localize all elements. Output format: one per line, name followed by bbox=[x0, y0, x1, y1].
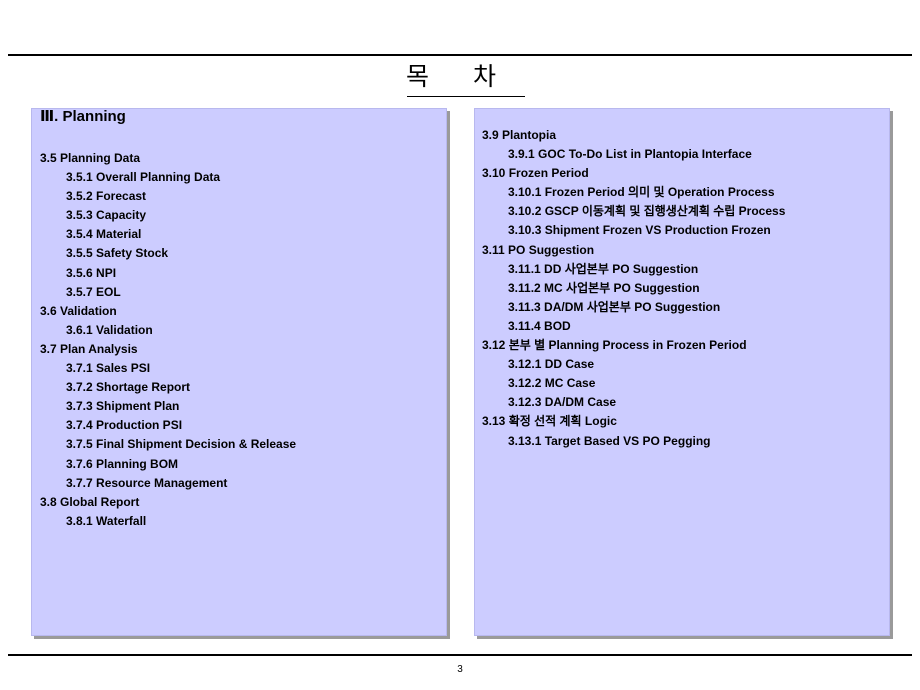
toc-subitem: 3.11.2 MC 사업본부 PO Suggestion bbox=[508, 280, 700, 295]
toc-subitem: 3.5.5 Safety Stock bbox=[66, 246, 169, 261]
toc-item: 3.13 확정 선적 계획 Logic bbox=[482, 414, 617, 429]
toc-panel-right bbox=[474, 108, 890, 636]
toc-subitem: 3.11.4 BOD bbox=[508, 318, 571, 333]
toc-subitem: 3.5.3 Capacity bbox=[66, 208, 147, 223]
toc-list-right: 3.9 Plantopia 3.9.1 GOC To-Do List in Pla… bbox=[482, 126, 785, 451]
toc-list-left: 3.5 Planning Data 3.5.1 Overall Planning … bbox=[40, 149, 296, 531]
toc-item: 3.5 Planning Data bbox=[40, 151, 141, 165]
toc-item: 3.6 Validation bbox=[40, 303, 117, 318]
toc-subitem: 3.10.3 Shipment Frozen VS Production Fro… bbox=[508, 223, 771, 238]
page-title: 목 차 bbox=[406, 62, 514, 91]
toc-subitem: 3.7.2 Shortage Report bbox=[66, 380, 191, 395]
toc-subitem: 3.11.3 DA/DM 사업본부 PO Suggestion bbox=[508, 299, 721, 314]
toc-subitem: 3.7.7 Resource Management bbox=[66, 475, 228, 490]
toc-item: 3.9 Plantopia bbox=[482, 128, 557, 142]
toc-subitem: 3.12.1 DD Case bbox=[508, 357, 595, 372]
toc-item: 3.11 PO Suggestion bbox=[482, 242, 595, 257]
toc-subitem: 3.13.1 Target Based VS PO Pegging bbox=[508, 433, 711, 448]
toc-item: 3.7 Plan Analysis bbox=[40, 341, 138, 356]
toc-item: 3.8 Global Report bbox=[40, 494, 140, 509]
toc-subitem: 3.5.2 Forecast bbox=[66, 189, 147, 204]
toc-subitem: 3.11.1 DD 사업본부 PO Suggestion bbox=[508, 261, 699, 276]
toc-subitem: 3.10.1 Frozen Period 의미 및 Operation Proc… bbox=[508, 185, 775, 200]
toc-panel-left bbox=[31, 108, 447, 636]
title-underline bbox=[407, 96, 525, 97]
toc-subitem: 3.5.4 Material bbox=[66, 227, 142, 242]
toc-subitem: 3.5.1 Overall Planning Data bbox=[66, 170, 221, 185]
toc-subitem: 3.10.2 GSCP 이동계획 및 집행생산계획 수립 Process bbox=[508, 204, 786, 219]
toc-subitem: 3.6.1 Validation bbox=[66, 322, 153, 337]
page-number: 3 bbox=[457, 664, 463, 675]
toc-subitem: 3.7.5 Final Shipment Decision & Release bbox=[66, 437, 297, 452]
toc-subitem: 3.7.4 Production PSI bbox=[66, 418, 183, 433]
toc-subitem: 3.9.1 GOC To-Do List in Plantopia Interf… bbox=[508, 147, 752, 162]
toc-subitem: 3.5.6 NPI bbox=[66, 265, 117, 280]
toc-subitem: 3.12.3 DA/DM Case bbox=[508, 395, 617, 410]
section-heading: Ⅲ. Planning bbox=[40, 108, 126, 125]
toc-subitem: 3.12.2 MC Case bbox=[508, 376, 596, 391]
toc-subitem: 3.7.6 Planning BOM bbox=[66, 456, 179, 471]
toc-item: 3.12 본부 별 Planning Process in Frozen Per… bbox=[482, 338, 747, 353]
bottom-rule bbox=[8, 654, 912, 656]
toc-subitem: 3.5.7 EOL bbox=[66, 284, 121, 299]
toc-item: 3.10 Frozen Period bbox=[482, 166, 589, 181]
top-rule bbox=[8, 54, 912, 56]
toc-subitem: 3.7.3 Shipment Plan bbox=[66, 399, 180, 414]
toc-subitem: 3.7.1 Sales PSI bbox=[66, 361, 151, 376]
toc-subitem: 3.8.1 Waterfall bbox=[66, 513, 147, 528]
